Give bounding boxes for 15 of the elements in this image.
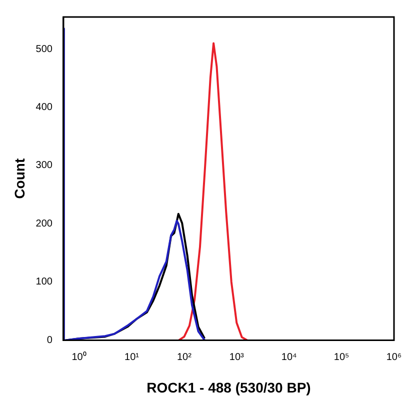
x-tick-label: 10² [176,352,192,363]
y-tick-label: 500 [36,44,53,55]
y-tick-label: 100 [36,276,53,288]
y-tick-label: 200 [36,218,53,230]
y-axis-title: Count [11,158,28,199]
x-tick-label: 10⁵ [334,352,350,363]
x-tick-label: 10⁶ [386,352,402,363]
y-tick-label: 400 [36,102,53,114]
x-tick-label: 10³ [229,352,245,363]
y-tick-label: 0 [46,334,53,346]
x-tick-label: 10⁰ [72,350,87,363]
x-axis-title: ROCK1 - 488 (530/30 BP) [146,379,311,396]
x-tick-label: 10⁴ [281,352,297,363]
x-tick-label: 10¹ [124,352,140,363]
y-tick-label: 300 [36,160,53,172]
